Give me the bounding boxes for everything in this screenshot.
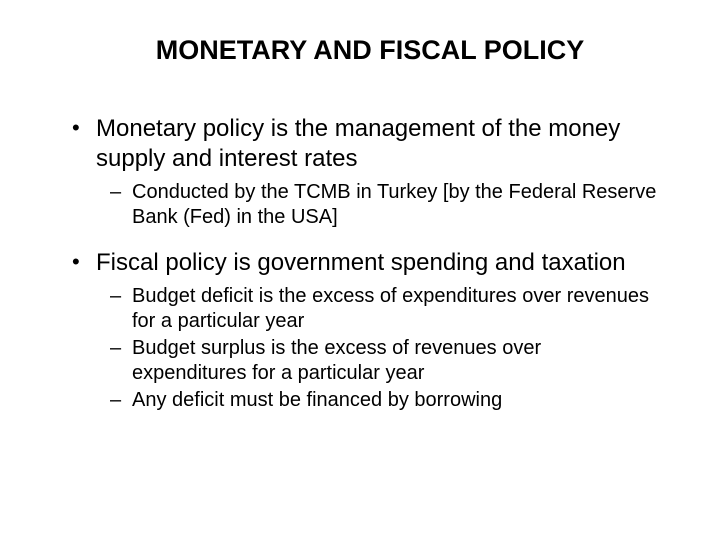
bullet-item: Monetary policy is the management of the… <box>60 114 660 174</box>
sub-item: Budget surplus is the excess of revenues… <box>60 336 660 386</box>
slide-title: MONETARY AND FISCAL POLICY <box>80 35 660 66</box>
sub-item: Budget deficit is the excess of expendit… <box>60 284 660 334</box>
bullet-list: Monetary policy is the management of the… <box>60 114 660 413</box>
sub-list: Conducted by the TCMB in Turkey [by the … <box>60 180 660 230</box>
sub-item: Conducted by the TCMB in Turkey [by the … <box>60 180 660 230</box>
bullet-item: Fiscal policy is government spending and… <box>60 248 660 278</box>
sub-item: Any deficit must be financed by borrowin… <box>60 388 660 413</box>
sub-list: Budget deficit is the excess of expendit… <box>60 284 660 413</box>
